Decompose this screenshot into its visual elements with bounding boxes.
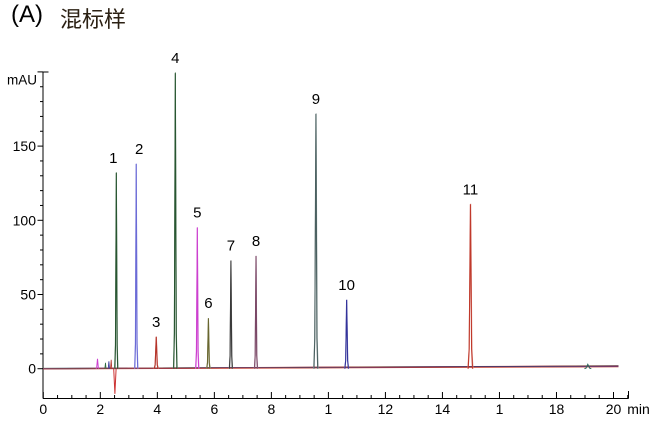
svg-text:1: 1 — [109, 150, 117, 167]
svg-text:10: 10 — [338, 277, 355, 294]
svg-text:150: 150 — [13, 138, 37, 154]
svg-text:50: 50 — [20, 287, 36, 303]
svg-text:20: 20 — [606, 401, 622, 417]
svg-text:6: 6 — [204, 295, 212, 312]
svg-text:14: 14 — [435, 401, 451, 417]
svg-text:2: 2 — [96, 401, 104, 417]
svg-text:0: 0 — [39, 401, 47, 417]
svg-text:0: 0 — [28, 361, 36, 377]
svg-text:min: min — [627, 401, 650, 417]
svg-text:8: 8 — [252, 233, 260, 250]
svg-text:1: 1 — [496, 401, 504, 417]
svg-text:6: 6 — [211, 401, 219, 417]
svg-text:1: 1 — [325, 401, 333, 417]
svg-text:18: 18 — [549, 401, 565, 417]
svg-text:4: 4 — [153, 401, 161, 417]
svg-text:11: 11 — [463, 181, 479, 198]
svg-text:5: 5 — [193, 205, 201, 222]
svg-text:7: 7 — [227, 238, 235, 255]
svg-text:9: 9 — [312, 91, 320, 108]
svg-text:3: 3 — [152, 314, 160, 331]
svg-text:12: 12 — [378, 401, 394, 417]
svg-text:2: 2 — [135, 141, 143, 158]
svg-text:4: 4 — [171, 50, 179, 67]
svg-text:mAU: mAU — [7, 73, 37, 88]
svg-text:100: 100 — [13, 212, 37, 228]
svg-text:8: 8 — [268, 401, 276, 417]
